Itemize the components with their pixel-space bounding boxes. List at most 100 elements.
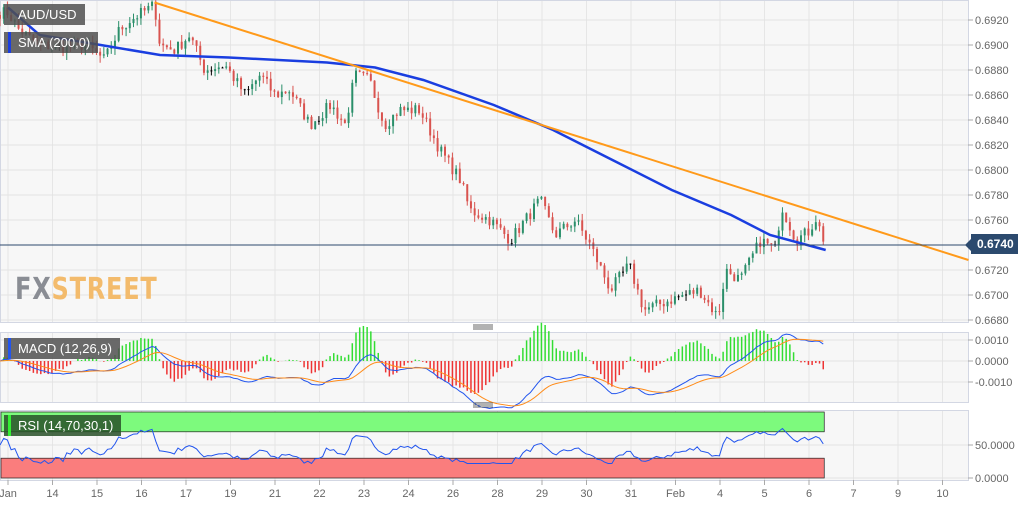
candle-body bbox=[633, 263, 636, 284]
x-tick-label: 16 bbox=[135, 488, 147, 500]
x-tick-label: 6 bbox=[806, 488, 812, 500]
candle-body bbox=[425, 117, 428, 119]
x-tick-label: Feb bbox=[666, 488, 685, 500]
macd-panel bbox=[0, 332, 969, 403]
candle-body bbox=[473, 208, 476, 216]
sma-label[interactable]: SMA (200,0) bbox=[4, 32, 99, 53]
price-tick-label: 0.6800 bbox=[975, 165, 1009, 177]
candle-body bbox=[132, 18, 135, 24]
candle-body bbox=[165, 45, 168, 48]
candle-body bbox=[540, 196, 543, 199]
candle-body bbox=[366, 73, 369, 75]
candle-body bbox=[766, 238, 769, 244]
candle-body bbox=[722, 288, 725, 312]
candle-body bbox=[184, 41, 187, 49]
candle-body bbox=[521, 220, 524, 233]
candle-body bbox=[217, 67, 220, 70]
x-tick-label: 14 bbox=[46, 488, 58, 500]
candle-body bbox=[99, 51, 102, 56]
candle-body bbox=[625, 263, 628, 272]
candle-body bbox=[191, 37, 194, 41]
candle-body bbox=[662, 304, 665, 307]
price-tick-label: 0.6820 bbox=[975, 140, 1009, 152]
candle-body bbox=[599, 262, 602, 266]
candle-body bbox=[403, 106, 406, 111]
candle-body bbox=[221, 67, 224, 69]
candle-body bbox=[651, 303, 654, 308]
candle-body bbox=[770, 243, 773, 245]
candle-body bbox=[258, 75, 261, 81]
price-tick-label: 0.6780 bbox=[975, 190, 1009, 202]
candle-body bbox=[688, 290, 691, 295]
fxstreet-logo: FXSTREET bbox=[15, 272, 158, 307]
candle-body bbox=[610, 288, 613, 291]
candle-body bbox=[596, 248, 599, 263]
candle-body bbox=[484, 217, 487, 220]
candle-body bbox=[614, 277, 617, 291]
candle-body bbox=[462, 183, 465, 185]
candle-body bbox=[818, 222, 821, 227]
candle-body bbox=[243, 89, 246, 91]
candle-body bbox=[228, 66, 231, 71]
candle-body bbox=[21, 28, 24, 35]
macd-label[interactable]: MACD (12,26,9) bbox=[4, 338, 120, 359]
x-tick-label: 24 bbox=[402, 488, 414, 500]
candle-body bbox=[814, 222, 817, 230]
candle-body bbox=[781, 212, 784, 231]
candle-body bbox=[310, 116, 313, 130]
candle-body bbox=[151, 1, 154, 6]
candle-body bbox=[206, 70, 209, 73]
candle-body bbox=[692, 290, 695, 294]
candle-body bbox=[414, 105, 417, 114]
candle-body bbox=[332, 107, 335, 110]
candle-body bbox=[499, 224, 502, 228]
candle-body bbox=[410, 107, 413, 114]
candle-body bbox=[792, 230, 795, 240]
candle-body bbox=[455, 168, 458, 175]
rsi-overbought-zone bbox=[0, 411, 825, 433]
candle-body bbox=[421, 113, 424, 118]
candle-body bbox=[558, 228, 561, 238]
candle-body bbox=[377, 97, 380, 113]
macd-tick-label: -0.0010 bbox=[975, 377, 1012, 389]
candle-body bbox=[117, 26, 120, 41]
x-tick-label: Jan bbox=[0, 488, 17, 500]
candle-body bbox=[736, 274, 739, 282]
candle-body bbox=[154, 1, 157, 20]
x-tick-label: 28 bbox=[491, 488, 503, 500]
x-tick-label: 22 bbox=[313, 488, 325, 500]
candle-body bbox=[2, 7, 5, 19]
candle-body bbox=[269, 78, 272, 91]
candle-body bbox=[136, 18, 139, 20]
candle-body bbox=[251, 84, 254, 90]
candle-body bbox=[636, 283, 639, 290]
candle-body bbox=[547, 206, 550, 218]
candle-body bbox=[488, 217, 491, 226]
x-tick-label: 4 bbox=[717, 488, 723, 500]
candle-body bbox=[514, 228, 517, 244]
candle-body bbox=[202, 59, 205, 73]
candle-body bbox=[262, 75, 265, 77]
x-tick-label: 9 bbox=[895, 488, 901, 500]
candle-body bbox=[254, 80, 257, 85]
x-tick-label: 26 bbox=[447, 488, 459, 500]
candle-body bbox=[0, 14, 1, 19]
price-tick-label: 0.6860 bbox=[975, 90, 1009, 102]
rsi-tick-label: 50.0000 bbox=[975, 440, 1015, 452]
candle-body bbox=[584, 230, 587, 240]
candle-body bbox=[481, 217, 484, 220]
rsi-label[interactable]: RSI (14,70,30,1) bbox=[4, 415, 122, 436]
candle-body bbox=[466, 184, 469, 202]
candle-body bbox=[647, 307, 650, 310]
candle-body bbox=[573, 221, 576, 227]
candle-body bbox=[110, 47, 113, 49]
symbol-label[interactable]: AUD/USD bbox=[4, 4, 85, 25]
x-tick-label: 10 bbox=[936, 488, 948, 500]
candle-body bbox=[113, 40, 116, 48]
candle-body bbox=[399, 106, 402, 116]
candle-body bbox=[210, 70, 213, 72]
rsi-line bbox=[0, 427, 824, 465]
candle-body bbox=[788, 221, 791, 231]
